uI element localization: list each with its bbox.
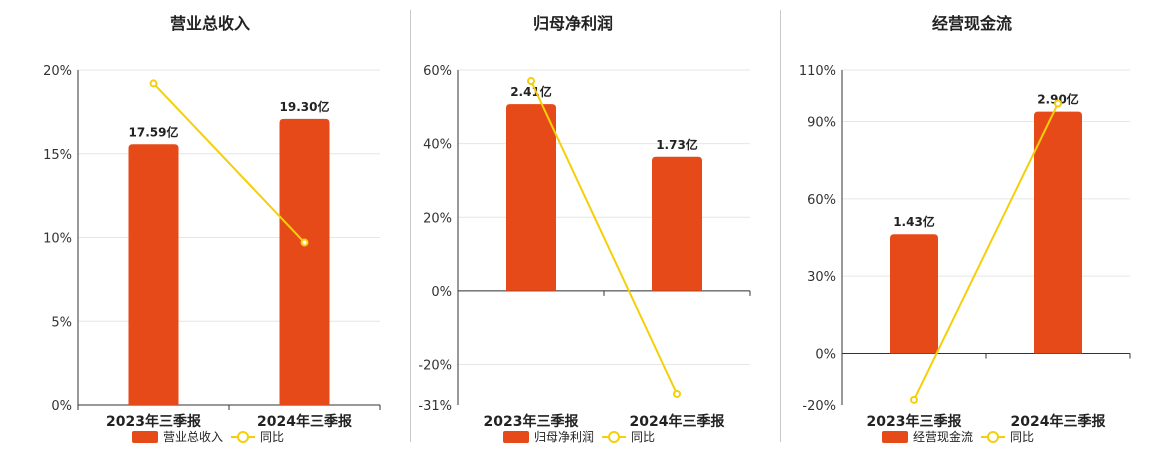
x-category-label: 2024年三季报	[1011, 413, 1106, 430]
chart-title: 经营现金流	[932, 14, 1012, 33]
yoy-point	[149, 79, 158, 88]
panel-divider	[780, 10, 781, 442]
legend-line-label: 同比	[260, 430, 284, 444]
y-tick-label: -31%	[418, 399, 452, 414]
bar	[279, 118, 330, 406]
cash-flow-chart: 经营现金流 -20% 0% 30% 60% 90% 110% 1.43亿 2.90亿 2023年三…	[799, 14, 1131, 444]
bar	[128, 144, 179, 405]
y-tick-label: 5%	[51, 315, 72, 330]
y-tick-label: 15%	[43, 148, 72, 163]
legend-bar-swatch	[882, 431, 908, 443]
chart-title: 营业总收入	[170, 14, 250, 33]
chart-panel-revenue: 营业总收入 0% 5% 10% 15% 20% 17.59亿 19.30亿 2023年三季报 20…	[0, 0, 410, 450]
legend-bar-label: 归母净利润	[534, 430, 594, 444]
yoy-point	[673, 389, 681, 398]
x-category-label: 2023年三季报	[106, 413, 201, 430]
bar-data-label: 2.41亿	[510, 84, 552, 99]
yoy-point	[300, 238, 309, 247]
y-tick-label: 0%	[431, 285, 452, 300]
bar	[1034, 111, 1082, 354]
y-tick-label: 60%	[423, 64, 452, 79]
legend-bar-swatch	[503, 431, 529, 443]
x-category-label: 2023年三季报	[867, 413, 962, 430]
bar	[506, 104, 556, 291]
bar	[890, 234, 938, 354]
x-category-label: 2024年三季报	[630, 413, 725, 430]
bar	[652, 156, 702, 291]
legend-bar-label: 营业总收入	[163, 430, 223, 444]
y-tick-label: 40%	[423, 138, 452, 153]
y-tick-label: 0%	[51, 399, 72, 414]
chart-panel-net-profit: 归母净利润 -31% -20% 0% 20% 40% 60% 2.41亿 1.73亿 2023年三…	[410, 0, 780, 450]
yoy-point	[910, 395, 918, 404]
legend-line-label: 同比	[631, 430, 655, 444]
x-category-label: 2023年三季报	[484, 413, 579, 430]
legend-line-marker	[987, 431, 999, 443]
x-category-label: 2024年三季报	[257, 413, 352, 430]
yoy-line	[530, 80, 678, 395]
net-profit-chart: 归母净利润 -31% -20% 0% 20% 40% 60% 2.41亿 1.73亿 2023年三…	[418, 14, 751, 444]
chart-title: 归母净利润	[533, 14, 613, 33]
yoy-line	[913, 103, 1059, 401]
legend-bar-label: 经营现金流	[913, 429, 973, 444]
bar-data-label: 19.30亿	[280, 99, 330, 114]
y-tick-label: 0%	[815, 347, 836, 362]
legend-bar-swatch	[132, 431, 158, 443]
legend-line-marker	[608, 431, 620, 443]
bar-data-label: 1.73亿	[656, 137, 698, 152]
y-tick-label: 110%	[799, 64, 836, 79]
yoy-line	[152, 82, 306, 244]
y-tick-label: 20%	[43, 64, 72, 79]
bar-data-label: 2.90亿	[1037, 92, 1079, 107]
y-tick-label: 10%	[43, 232, 72, 247]
panel-divider	[410, 10, 411, 442]
revenue-chart: 营业总收入 0% 5% 10% 15% 20% 17.59亿 19.30亿 2023年三季报 20…	[43, 14, 381, 444]
bar-data-label: 1.43亿	[893, 214, 935, 229]
legend-line-label: 同比	[1010, 430, 1034, 444]
bar-data-label: 17.59亿	[129, 124, 179, 139]
y-tick-label: -20%	[802, 399, 836, 414]
chart-panel-cash-flow: 经营现金流 -20% 0% 30% 60% 90% 110% 1.43亿 2.90亿 2023年三…	[780, 0, 1160, 450]
y-tick-label: 90%	[807, 116, 836, 131]
y-tick-label: 20%	[423, 211, 452, 226]
y-tick-label: 30%	[807, 270, 836, 285]
legend-line-marker	[237, 431, 249, 443]
y-tick-label: -20%	[418, 359, 452, 374]
yoy-point	[527, 77, 535, 86]
yoy-point	[1054, 99, 1062, 108]
y-tick-label: 60%	[807, 193, 836, 208]
